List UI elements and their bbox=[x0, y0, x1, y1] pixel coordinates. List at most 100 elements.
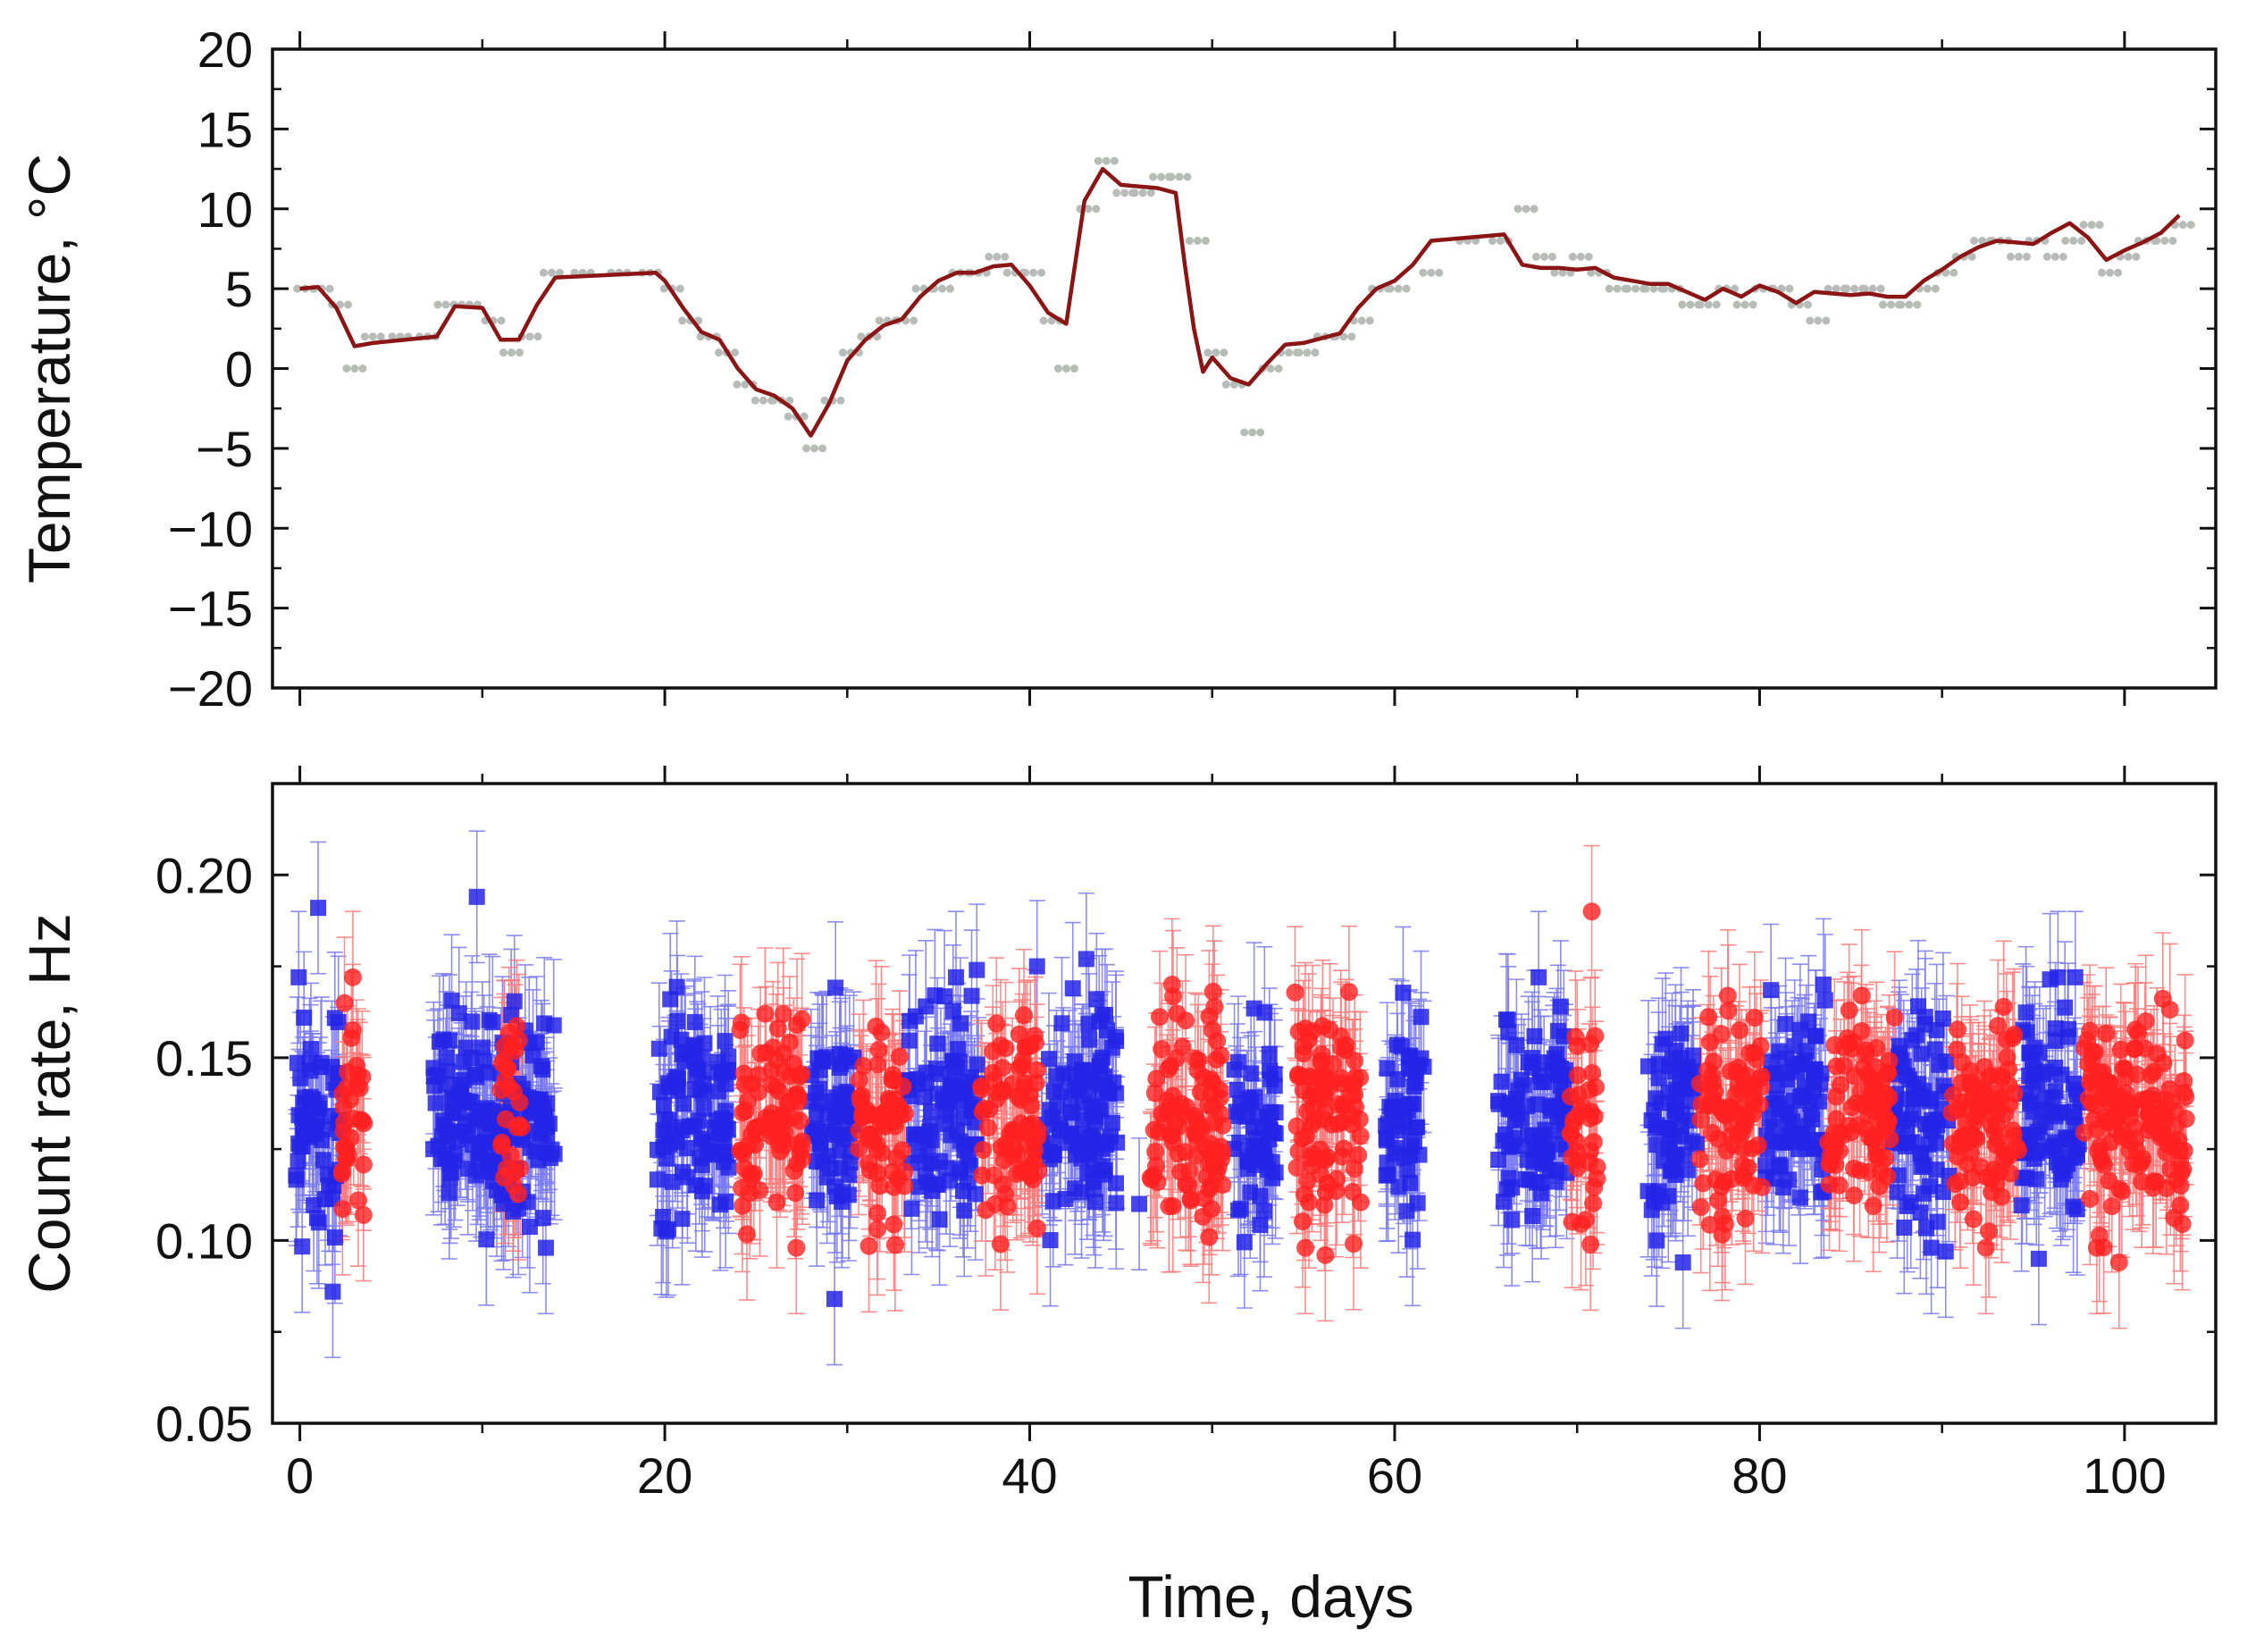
temperature-measured-point bbox=[1193, 237, 1202, 245]
temperature-measured-point bbox=[784, 412, 792, 421]
temperature-measured-point bbox=[525, 332, 534, 341]
temperature-measured-point bbox=[659, 284, 668, 293]
temperature-measured-point bbox=[368, 332, 377, 341]
temperature-measured-point bbox=[336, 300, 345, 309]
temperature-measured-point bbox=[388, 332, 397, 341]
temperature-measured-point bbox=[1157, 172, 1166, 181]
temperature-measured-point bbox=[820, 396, 829, 405]
count-rate-panel: 0.050.100.150.200 20 40 60 80 100 Count rate,… bbox=[16, 766, 2218, 1630]
temperature-measured-point bbox=[1704, 300, 1713, 309]
temperature-measured-point bbox=[507, 348, 516, 357]
temperature-measured-point bbox=[1748, 300, 1757, 309]
temperature-measured-point bbox=[1659, 284, 1668, 293]
temperature-measured-point bbox=[1029, 268, 1038, 277]
temperature-measured-point bbox=[750, 396, 759, 405]
temperature-measured-point bbox=[1686, 300, 1695, 309]
temperature-measured-point bbox=[1295, 348, 1304, 357]
y-tick-label: −10 bbox=[168, 500, 253, 557]
temperature-measured-point bbox=[325, 284, 334, 293]
temperature-measured-point bbox=[715, 348, 724, 357]
temperature-measured-point bbox=[1053, 365, 1062, 373]
temperature-measured-point bbox=[2186, 221, 2195, 230]
temperature-measured-point bbox=[1092, 205, 1101, 214]
temperature-measured-point bbox=[539, 268, 548, 277]
temperature-measured-point bbox=[1678, 300, 1687, 309]
temperature-measured-point bbox=[1138, 189, 1147, 197]
temperature-measured-point bbox=[1923, 284, 1932, 293]
temperature-measured-point bbox=[857, 332, 866, 341]
temperature-measured-point bbox=[2106, 268, 2115, 277]
temperature-measured-point bbox=[1850, 284, 1859, 293]
temperature-measured-series bbox=[293, 156, 2195, 453]
temperature-measured-point bbox=[985, 252, 994, 261]
y-tick-label: −15 bbox=[168, 581, 253, 637]
temperature-measured-point bbox=[2087, 221, 2096, 230]
temperature-measured-point bbox=[910, 316, 918, 325]
temperature-measured-point bbox=[1558, 268, 1567, 277]
temperature-measured-point bbox=[1021, 268, 1030, 277]
temperature-measured-point bbox=[1641, 284, 1650, 293]
temperature-measured-point bbox=[1806, 316, 1815, 325]
temperature-measured-point bbox=[2050, 252, 2059, 261]
temperature-measured-point bbox=[2014, 252, 2023, 261]
temperature-measured-point bbox=[1110, 156, 1119, 165]
temperature-measured-point bbox=[2042, 252, 2051, 261]
temperature-measured-point bbox=[675, 284, 684, 293]
temperature-measured-point bbox=[1568, 252, 1577, 261]
temperature-measured-point bbox=[836, 396, 845, 405]
temperature-axis-ticks: −20 −15 −10 −5 0 5 10 15 20 bbox=[168, 21, 2216, 717]
temperature-panel: −20 −15 −10 −5 0 5 10 15 20 Temperature, °C bbox=[16, 21, 2218, 717]
temperature-measured-point bbox=[1970, 237, 1979, 245]
temperature-measured-point bbox=[1547, 252, 1556, 261]
temperature-measured-point bbox=[497, 316, 506, 325]
temperature-measured-point bbox=[1266, 365, 1275, 373]
temperature-measured-point bbox=[1539, 252, 1548, 261]
temperature-measured-point bbox=[516, 348, 524, 357]
temperature-measured-point bbox=[1285, 348, 1294, 357]
temperature-measured-point bbox=[733, 380, 742, 389]
temperature-measured-point bbox=[1886, 300, 1895, 309]
temperature-measured-point bbox=[1435, 268, 1444, 277]
temperature-measured-point bbox=[1967, 252, 1976, 261]
temperature-measured-point bbox=[1094, 156, 1103, 165]
temperature-measured-point bbox=[1039, 316, 1048, 325]
temperature-measured-point bbox=[1167, 172, 1176, 181]
temperature-measured-point bbox=[1120, 189, 1129, 197]
temperature-measured-point bbox=[376, 332, 385, 341]
temperature-measured-point bbox=[499, 348, 508, 357]
temperature-measured-point bbox=[1785, 284, 1794, 293]
temperature-measured-point bbox=[2077, 237, 2086, 245]
temperature-measured-point bbox=[1878, 300, 1887, 309]
temperature-measured-point bbox=[547, 268, 556, 277]
y-tick-label: 20 bbox=[197, 21, 253, 78]
temperature-measured-point bbox=[1803, 300, 1812, 309]
temperature-measured-point bbox=[1950, 268, 1958, 277]
y-tick-label: −20 bbox=[168, 660, 253, 717]
temperature-measured-point bbox=[1419, 268, 1428, 277]
temperature-measured-point bbox=[1576, 252, 1585, 261]
temperature-measured-point bbox=[1623, 284, 1632, 293]
temperature-measured-point bbox=[1712, 300, 1721, 309]
temperature-measured-point bbox=[1868, 284, 1877, 293]
temperature-measured-point bbox=[1978, 237, 1987, 245]
temperature-measured-point bbox=[1201, 237, 1210, 245]
temperature-measured-point bbox=[1357, 316, 1366, 325]
temperature-measured-point bbox=[344, 300, 353, 309]
temperature-measured-point bbox=[1220, 348, 1228, 357]
temperature-measured-point bbox=[800, 412, 809, 421]
temperature-measured-point bbox=[1740, 300, 1749, 309]
y-tick-label: −5 bbox=[196, 421, 253, 477]
temperature-measured-point bbox=[1822, 316, 1831, 325]
temperature-measured-point bbox=[441, 300, 450, 309]
temperature-measured-point bbox=[1550, 268, 1559, 277]
temperature-measured-point bbox=[1386, 284, 1395, 293]
temperature-measured-point bbox=[1047, 316, 1056, 325]
temperature-measured-point bbox=[1731, 284, 1740, 293]
temperature-measured-point bbox=[1427, 268, 1436, 277]
temperature-measured-point bbox=[1061, 365, 1070, 373]
temperature-measured-point bbox=[938, 284, 947, 293]
temperature-measured-point bbox=[1146, 189, 1155, 197]
temperature-measured-point bbox=[2079, 221, 2088, 230]
temperature-measured-point bbox=[2152, 237, 2161, 245]
